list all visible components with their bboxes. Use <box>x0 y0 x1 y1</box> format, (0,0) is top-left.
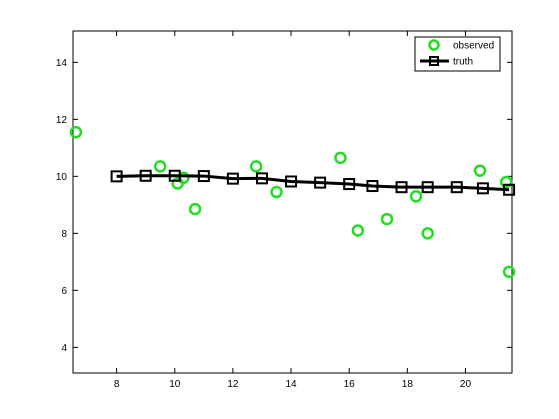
x-tick-label: 14 <box>285 379 297 390</box>
truth-marker <box>226 172 239 185</box>
x-tick-label: 12 <box>227 379 239 390</box>
observed-marker <box>270 185 283 199</box>
truth-marker <box>255 172 268 185</box>
observed-marker <box>473 164 487 177</box>
x-tick-label: 18 <box>402 379 414 390</box>
truth-marker <box>476 182 489 195</box>
plot-area <box>72 30 513 374</box>
truth-marker <box>395 181 408 194</box>
truth-marker <box>197 170 210 183</box>
truth-marker <box>139 169 152 182</box>
legend-truth-marker <box>429 56 439 66</box>
observed-marker <box>153 160 167 173</box>
observed-marker <box>177 171 190 185</box>
legend-truth-label: truth <box>453 57 473 68</box>
legend-observed-marker <box>428 39 440 51</box>
truth-marker <box>503 183 516 196</box>
truth-marker <box>314 176 327 189</box>
y-tick-label: 8 <box>61 229 67 240</box>
truth-marker <box>110 170 123 183</box>
y-tick-label: 12 <box>56 115 68 126</box>
observed-marker <box>421 227 434 240</box>
legend-observed-label: observed <box>453 41 494 52</box>
truth-marker <box>421 181 434 194</box>
y-tick-label: 10 <box>56 172 68 183</box>
observed-marker <box>351 224 365 237</box>
truth-marker <box>285 175 298 188</box>
observed-marker <box>380 212 394 226</box>
x-tick-label: 10 <box>169 379 181 390</box>
truth-marker <box>168 169 181 182</box>
observed-marker <box>188 202 202 216</box>
truth-marker <box>366 180 379 193</box>
y-tick-label: 14 <box>56 58 68 69</box>
observed-marker <box>499 175 513 189</box>
observed-marker <box>249 160 263 173</box>
truth-marker <box>343 178 356 191</box>
observed-marker <box>334 151 347 165</box>
x-tick-label: 16 <box>344 379 356 390</box>
observed-marker <box>502 265 516 279</box>
observed-marker <box>69 125 83 139</box>
truth-marker <box>450 181 463 194</box>
y-tick-label: 4 <box>61 343 67 354</box>
x-tick-label: 8 <box>114 379 120 390</box>
x-tick-label: 20 <box>460 379 472 390</box>
truth-line <box>116 174 510 192</box>
y-tick-label: 6 <box>61 286 67 297</box>
observed-marker <box>409 190 423 203</box>
